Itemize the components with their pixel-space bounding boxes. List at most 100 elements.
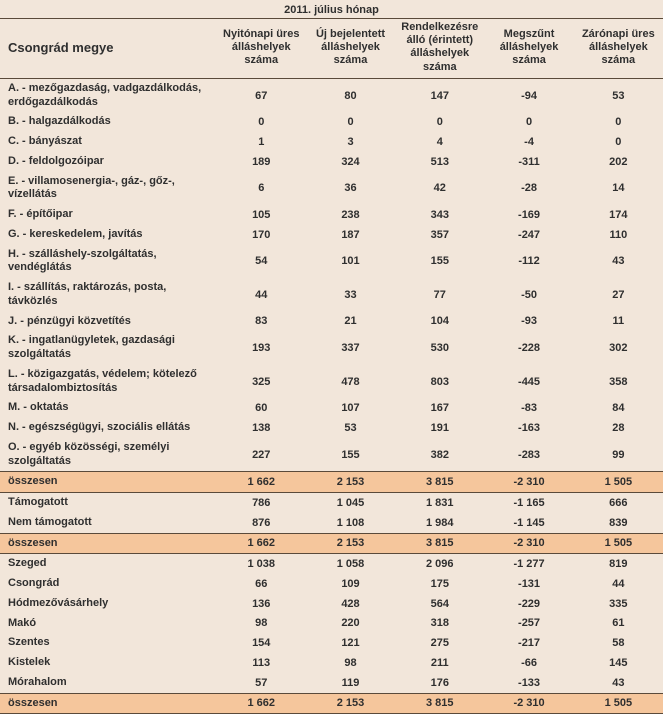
header-row: Csongrád megyeNyitónapi üres álláshelyek… [0,19,663,79]
cell-value: 155 [395,245,484,279]
row-label: D. - feldolgozóipar [0,152,217,172]
table-row: Mórahalom57119176-13343 [0,673,663,693]
summary-value: 3 815 [395,533,484,554]
summary-value: 3 815 [395,693,484,714]
cell-value: 155 [306,438,395,472]
cell-value: 1 108 [306,513,395,533]
cell-value: -247 [484,225,573,245]
cell-value: -131 [484,574,573,594]
summary-value: 1 662 [217,533,306,554]
cell-value: 325 [217,365,306,399]
cell-value: 105 [217,205,306,225]
cell-value: 513 [395,152,484,172]
cell-value: -50 [484,278,573,312]
cell-value: 145 [574,653,663,673]
table-row: Csongrád66109175-13144 [0,574,663,594]
cell-value: 98 [217,614,306,634]
cell-value: 211 [395,653,484,673]
cell-value: 803 [395,365,484,399]
cell-value: 174 [574,205,663,225]
cell-value: -228 [484,331,573,365]
table-row: K. - ingatlanügyletek, gazdasági szolgál… [0,331,663,365]
cell-value: 58 [574,633,663,653]
table-row: D. - feldolgozóipar189324513-311202 [0,152,663,172]
summary-row: összesen1 6622 1533 815-2 3101 505 [0,533,663,554]
summary-value: -2 310 [484,693,573,714]
cell-value: 11 [574,312,663,332]
column-header-0: Nyitónapi üres álláshelyek száma [217,19,306,79]
table-row: Makó98220318-25761 [0,614,663,634]
cell-value: -1 145 [484,513,573,533]
table-row: N. - egészségügyi, szociális ellátás1385… [0,418,663,438]
cell-value: -1 277 [484,554,573,574]
cell-value: 227 [217,438,306,472]
summary-value: -2 310 [484,533,573,554]
cell-value: 175 [395,574,484,594]
cell-value: 343 [395,205,484,225]
column-header-1: Új bejelentett álláshelyek száma [306,19,395,79]
table-row: G. - kereskedelem, javítás170187357-2471… [0,225,663,245]
cell-value: -163 [484,418,573,438]
cell-value: 302 [574,331,663,365]
cell-value: 53 [574,78,663,112]
summary-value: 1 505 [574,693,663,714]
cell-value: 101 [306,245,395,279]
cell-value: 530 [395,331,484,365]
cell-value: -229 [484,594,573,614]
data-table: 2011. július hónapCsongrád megyeNyitónap… [0,0,663,714]
cell-value: 110 [574,225,663,245]
cell-value: 43 [574,673,663,693]
summary-label: összesen [0,533,217,554]
cell-value: 28 [574,418,663,438]
summary-value: 2 153 [306,472,395,493]
row-label: H. - szálláshely-szolgáltatás, vendéglát… [0,245,217,279]
table-row: Szeged1 0381 0582 096-1 277819 [0,554,663,574]
summary-value: 1 505 [574,472,663,493]
cell-value: 176 [395,673,484,693]
table-row: C. - bányászat134-40 [0,132,663,152]
row-label: Makó [0,614,217,634]
cell-value: 1 831 [395,493,484,513]
cell-value: 44 [217,278,306,312]
row-label: Nem támogatott [0,513,217,533]
cell-value: 167 [395,398,484,418]
summary-value: -2 310 [484,472,573,493]
cell-value: 0 [395,112,484,132]
cell-value: 113 [217,653,306,673]
row-label: G. - kereskedelem, javítás [0,225,217,245]
cell-value: 3 [306,132,395,152]
cell-value: 27 [574,278,663,312]
row-label: Szeged [0,554,217,574]
cell-value: 337 [306,331,395,365]
cell-value: 1 058 [306,554,395,574]
cell-value: -169 [484,205,573,225]
cell-value: 187 [306,225,395,245]
row-label: I. - szállítás, raktározás, posta, távkö… [0,278,217,312]
cell-value: -283 [484,438,573,472]
cell-value: 80 [306,78,395,112]
cell-value: 478 [306,365,395,399]
cell-value: 109 [306,574,395,594]
row-label: O. - egyéb közösségi, személyi szolgálta… [0,438,217,472]
cell-value: -28 [484,172,573,206]
cell-value: 191 [395,418,484,438]
summary-value: 1 662 [217,472,306,493]
cell-value: 154 [217,633,306,653]
cell-value: 0 [306,112,395,132]
table-row: Nem támogatott8761 1081 984-1 145839 [0,513,663,533]
cell-value: 819 [574,554,663,574]
table-row: H. - szálláshely-szolgáltatás, vendéglát… [0,245,663,279]
cell-value: 99 [574,438,663,472]
summary-label: összesen [0,693,217,714]
cell-value: 666 [574,493,663,513]
row-label: Csongrád [0,574,217,594]
cell-value: 1 038 [217,554,306,574]
cell-value: 84 [574,398,663,418]
cell-value: 136 [217,594,306,614]
column-header-2: Rendelkezésre álló (érintett) álláshelye… [395,19,484,79]
cell-value: -66 [484,653,573,673]
row-label: Támogatott [0,493,217,513]
cell-value: 202 [574,152,663,172]
cell-value: -94 [484,78,573,112]
table-row: J. - pénzügyi közvetítés8321104-9311 [0,312,663,332]
